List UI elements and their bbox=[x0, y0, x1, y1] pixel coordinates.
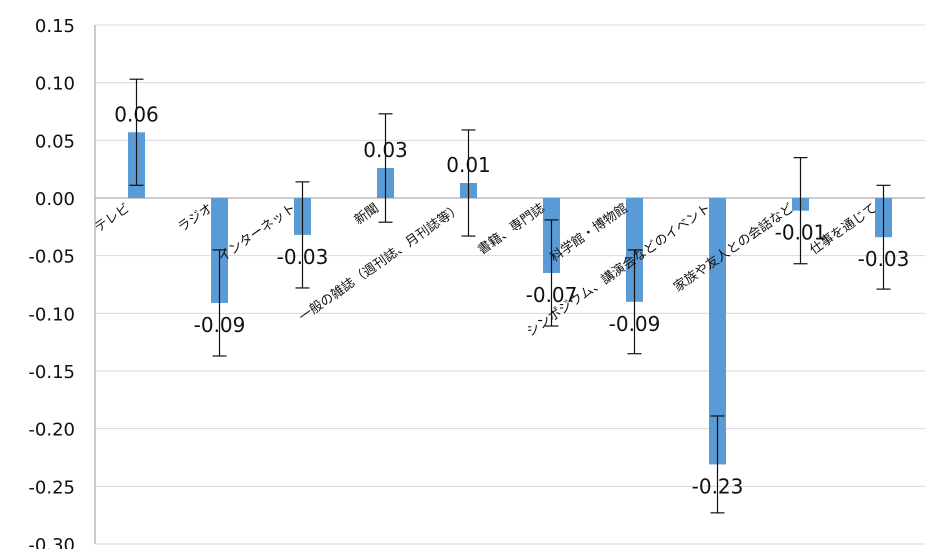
bar bbox=[709, 198, 726, 465]
data-label: -0.09 bbox=[194, 313, 246, 337]
category-label: 新聞 bbox=[351, 200, 381, 228]
data-label: -0.23 bbox=[692, 474, 744, 498]
y-tick-label: -0.10 bbox=[28, 304, 75, 325]
data-label: 0.03 bbox=[363, 138, 408, 162]
y-tick-label: -0.15 bbox=[28, 362, 75, 383]
data-label: -0.03 bbox=[858, 247, 910, 271]
data-label: -0.09 bbox=[609, 312, 661, 336]
y-tick-label: 0.00 bbox=[35, 189, 75, 210]
y-tick-label: 0.05 bbox=[35, 131, 75, 152]
bars bbox=[128, 132, 892, 465]
y-tick-label: -0.30 bbox=[28, 535, 75, 549]
y-tick-label: -0.05 bbox=[28, 247, 75, 268]
y-axis-tick-labels: 0.15 0.10 0.05 0.00 -0.05 -0.10 -0.15 -0.20 -0.2… bbox=[28, 16, 75, 549]
y-tick-label: 0.10 bbox=[35, 74, 75, 95]
error-bars bbox=[129, 78, 891, 514]
data-label: 0.01 bbox=[446, 153, 491, 177]
data-label: 0.06 bbox=[114, 102, 159, 126]
y-tick-label: -0.20 bbox=[28, 420, 75, 441]
category-label: ラジオ bbox=[175, 201, 215, 236]
data-labels: 0.06 -0.09 -0.03 0.03 0.01 -0.07 -0.09 -0.23 -0.… bbox=[114, 102, 909, 498]
category-label: テレビ bbox=[92, 201, 133, 236]
data-label: -0.01 bbox=[775, 221, 827, 245]
data-label: -0.07 bbox=[526, 283, 578, 307]
y-tick-label: 0.15 bbox=[35, 16, 75, 37]
category-label: 書籍、専門誌 bbox=[475, 200, 548, 258]
data-label: -0.03 bbox=[277, 245, 329, 269]
y-tick-label: -0.25 bbox=[28, 477, 75, 498]
grid-lines bbox=[95, 24, 925, 545]
